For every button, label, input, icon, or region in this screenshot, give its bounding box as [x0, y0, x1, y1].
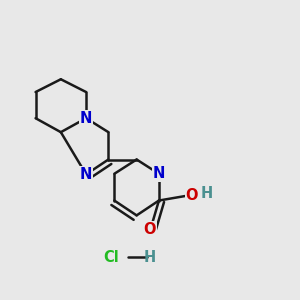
Text: H: H: [144, 250, 156, 265]
Text: N: N: [153, 166, 165, 181]
Text: O: O: [144, 222, 156, 237]
Text: O: O: [185, 188, 198, 203]
Text: N: N: [80, 167, 92, 182]
Text: N: N: [80, 111, 92, 126]
Text: Cl: Cl: [103, 250, 119, 265]
Text: H: H: [200, 186, 213, 201]
